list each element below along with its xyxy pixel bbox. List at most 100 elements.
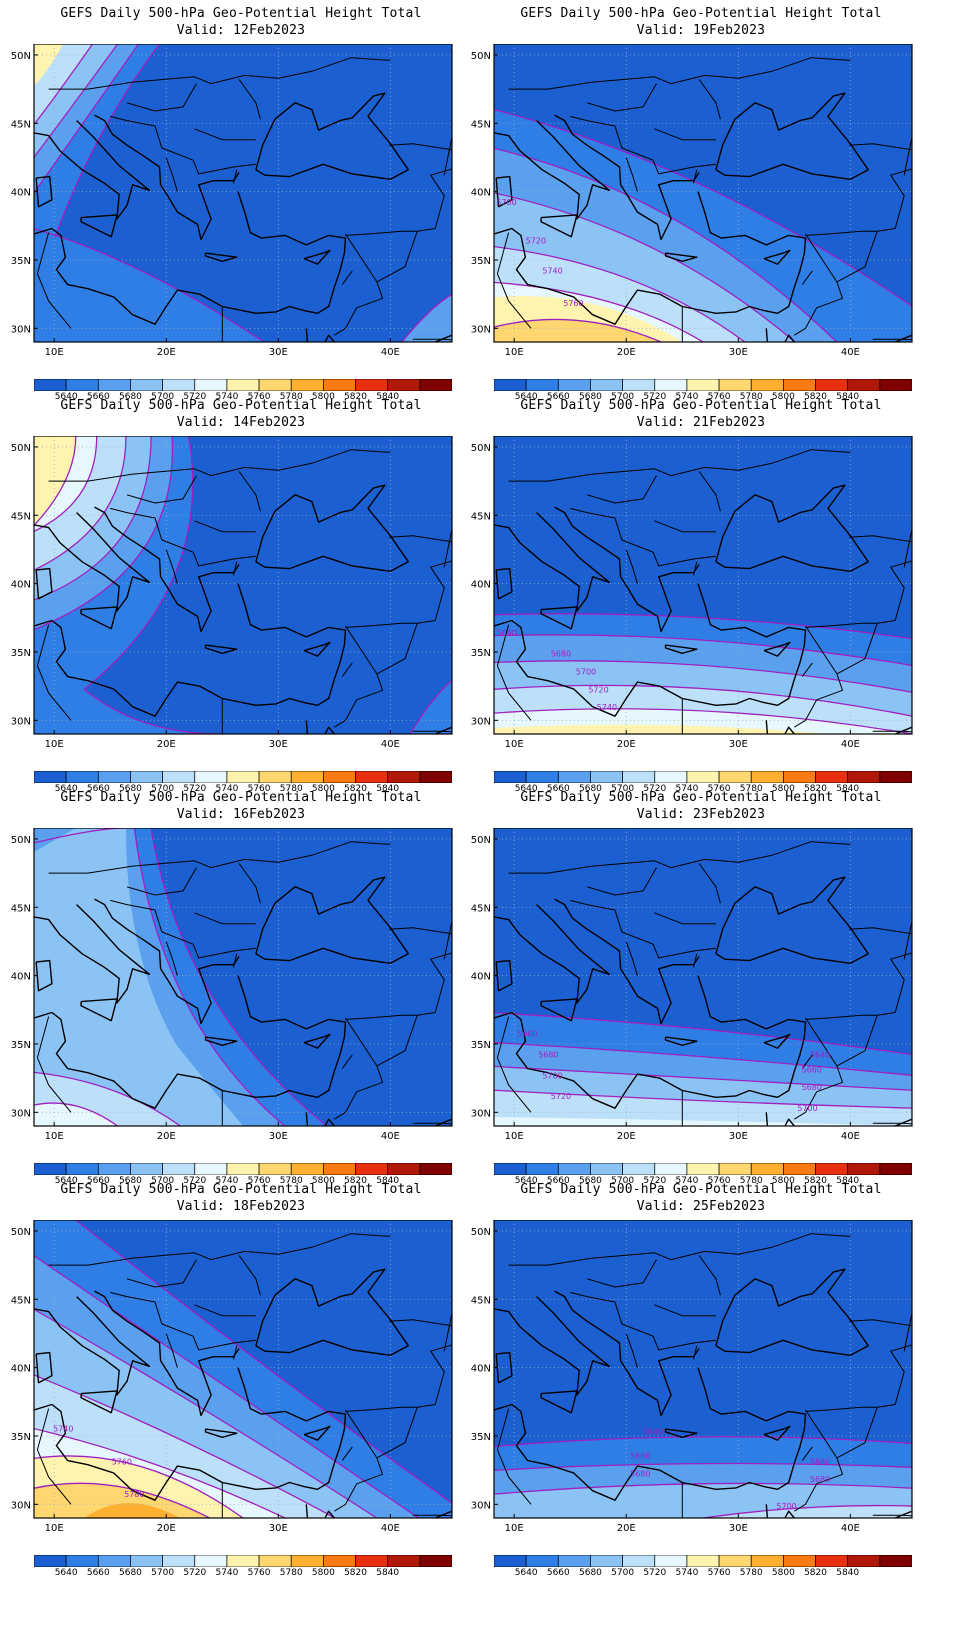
contour-label: 5720 bbox=[551, 1092, 571, 1101]
colorbar bbox=[34, 1555, 452, 1567]
coastline bbox=[80, 998, 118, 1022]
contour-label: 5740 bbox=[53, 1425, 73, 1434]
colorbar-swatch bbox=[258, 771, 292, 783]
colorbar-label: 5680 bbox=[579, 1568, 602, 1578]
lat-label: 30N bbox=[11, 1108, 31, 1119]
lat-label: 45N bbox=[471, 119, 491, 130]
lon-label: 20E bbox=[157, 347, 176, 358]
height-band bbox=[34, 228, 264, 342]
colorbar-swatch bbox=[686, 771, 720, 783]
country-border bbox=[903, 920, 912, 960]
colorbar-labels: 5640 5660 5680 5700 5720 5740 5760 5780 5800 5820… bbox=[34, 1568, 452, 1580]
contour-line bbox=[494, 684, 912, 717]
colorbar-swatch bbox=[323, 1163, 356, 1175]
contour-line bbox=[494, 1041, 912, 1076]
colorbar-swatch bbox=[557, 1163, 591, 1175]
colorbar-label: 5840 bbox=[376, 1176, 400, 1186]
colorbar-label: 5660 bbox=[86, 392, 110, 402]
lat-label: 35N bbox=[11, 648, 31, 659]
colorbar-label: 5840 bbox=[376, 784, 400, 794]
colorbar-swatch bbox=[290, 1163, 324, 1175]
contour-label: 5660 bbox=[810, 1457, 830, 1466]
colorbar-label: 5680 bbox=[119, 1176, 142, 1186]
lon-label: 20E bbox=[157, 1131, 176, 1142]
contour-line bbox=[494, 634, 912, 667]
country-border bbox=[165, 1333, 178, 1368]
country-border bbox=[110, 507, 256, 567]
contour-label: 5720 bbox=[526, 237, 546, 246]
colorbar-label: 5800 bbox=[311, 1568, 335, 1578]
height-band bbox=[34, 44, 64, 86]
colorbar-swatch bbox=[258, 379, 292, 391]
colorbar-swatch bbox=[815, 1555, 849, 1567]
contour-line bbox=[34, 1102, 118, 1126]
colorbar-swatch bbox=[654, 379, 688, 391]
colorbar-label: 5760 bbox=[707, 1176, 731, 1186]
colorbar-swatch bbox=[194, 1555, 228, 1567]
height-map-svg: 5640 5660 5680 5660 5680 5700 50N 45N 40N 35N 30N 1… bbox=[471, 1220, 913, 1534]
colorbar-swatch bbox=[557, 1555, 591, 1567]
contour-label: 5660 bbox=[630, 1451, 650, 1460]
coastline bbox=[540, 606, 578, 630]
colorbar-swatch bbox=[226, 771, 260, 783]
panel-title: GEFS Daily 500-hPa Geo-Potential Height … bbox=[520, 398, 882, 413]
country-border bbox=[508, 1233, 851, 1266]
coastline bbox=[715, 484, 869, 572]
coastline bbox=[494, 1367, 807, 1501]
contour-line bbox=[401, 293, 452, 342]
colorbar-swatch bbox=[494, 1163, 527, 1175]
country-border bbox=[805, 143, 912, 236]
height-band bbox=[494, 1090, 912, 1126]
colorbar-label: 5760 bbox=[247, 1568, 271, 1578]
colorbar-swatch bbox=[290, 771, 324, 783]
lon-label: 10E bbox=[45, 1131, 64, 1142]
coastline bbox=[303, 1033, 331, 1049]
map-frame bbox=[493, 1220, 913, 1519]
country-border bbox=[334, 1409, 383, 1512]
colorbar-swatch bbox=[65, 379, 99, 391]
country-border bbox=[238, 863, 261, 904]
country-border bbox=[48, 57, 391, 90]
colorbar-label: 5780 bbox=[739, 1568, 763, 1578]
height-band bbox=[410, 680, 452, 734]
country-border bbox=[654, 1304, 716, 1317]
country-border bbox=[586, 867, 657, 896]
colorbar-swatch bbox=[557, 771, 591, 783]
lon-label: 40E bbox=[381, 739, 400, 750]
height-map-svg: 5700 5720 5740 5760 50N 45N 40N 35N 30N 10E 20E 30E… bbox=[471, 44, 913, 358]
contour-label: 5740 bbox=[542, 266, 562, 275]
colorbar-swatch bbox=[419, 1163, 452, 1175]
colorbar-label: 5820 bbox=[804, 784, 827, 794]
colorbar-swatch bbox=[130, 1555, 163, 1567]
colorbar-swatch bbox=[130, 771, 163, 783]
height-map: 5740 5760 5780 50N 45N 40N 35N 30N 10E 20E 30E 40E bbox=[0, 1220, 453, 1534]
coastline bbox=[664, 252, 698, 262]
country-border bbox=[341, 1054, 353, 1069]
country-border bbox=[508, 449, 851, 482]
colorbar-label: 5740 bbox=[675, 1176, 699, 1186]
country-border bbox=[801, 1446, 813, 1461]
contour-line bbox=[34, 1482, 210, 1518]
country-border bbox=[508, 841, 851, 874]
colorbar-label: 5820 bbox=[344, 1568, 367, 1578]
colorbar-swatch bbox=[718, 771, 752, 783]
country-border bbox=[794, 1409, 843, 1512]
coastline bbox=[35, 1351, 53, 1384]
coastline bbox=[554, 114, 700, 241]
colorbar-labels: 5640 5660 5680 5700 5720 5740 5760 5780 5800 5820… bbox=[494, 1176, 912, 1188]
lon-label: 20E bbox=[617, 1131, 636, 1142]
colorbar-swatch bbox=[355, 1555, 389, 1567]
colorbar-swatch bbox=[622, 1555, 656, 1567]
colorbar-labels: 5640 5660 5680 5700 5720 5740 5760 5780 5800 5820… bbox=[494, 1568, 912, 1580]
country-border bbox=[194, 520, 256, 533]
height-band bbox=[401, 294, 452, 342]
colorbar-swatch bbox=[387, 379, 421, 391]
lon-label: 40E bbox=[841, 739, 860, 750]
lat-label: 45N bbox=[11, 511, 31, 522]
colorbar-swatch bbox=[355, 771, 389, 783]
coastline bbox=[303, 1425, 331, 1441]
coastline bbox=[204, 252, 238, 262]
colorbar-label: 5720 bbox=[643, 1568, 667, 1578]
lon-label: 30E bbox=[729, 1523, 748, 1534]
country-border bbox=[233, 561, 238, 576]
